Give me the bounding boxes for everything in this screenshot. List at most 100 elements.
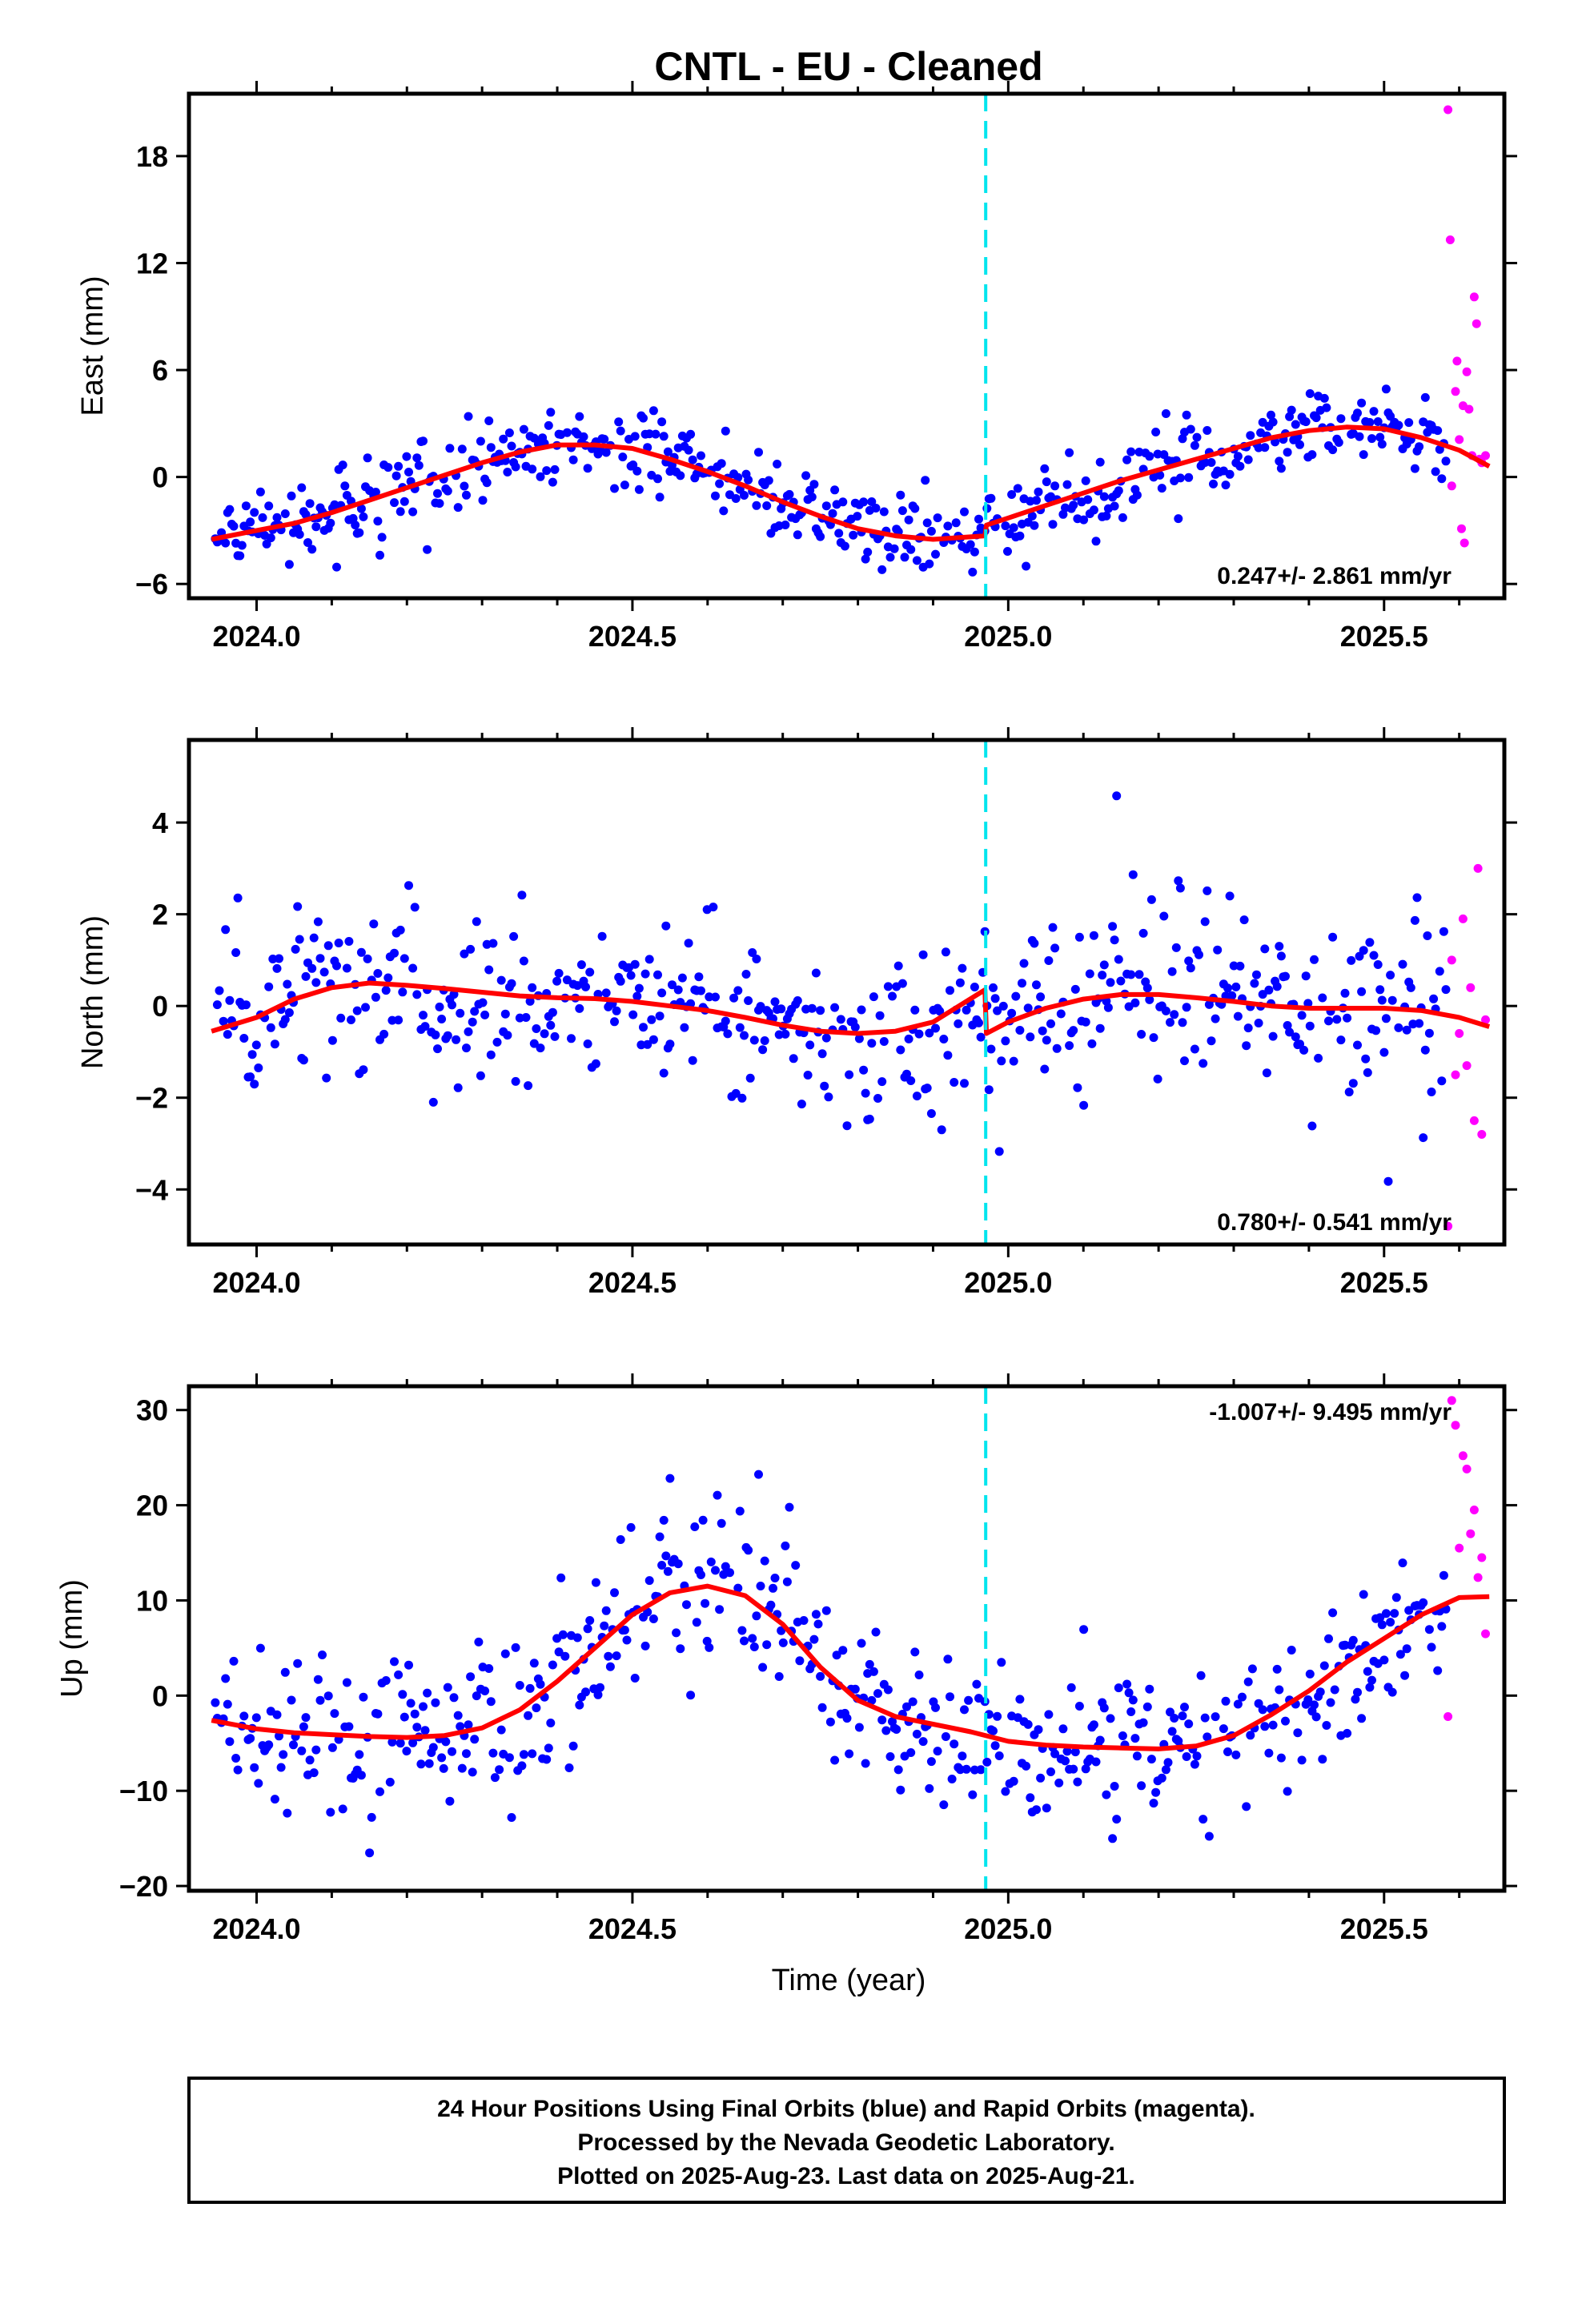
north-final-point bbox=[842, 1121, 852, 1131]
east-final-point bbox=[511, 462, 520, 472]
north-final-point bbox=[332, 961, 341, 971]
north-final-point bbox=[576, 960, 586, 970]
east-final-point bbox=[575, 412, 584, 421]
north-rapid-point bbox=[1466, 983, 1476, 992]
north-final-point bbox=[748, 948, 757, 957]
up-final-point bbox=[993, 1711, 1002, 1721]
up-final-point bbox=[330, 1709, 339, 1719]
up-final-point bbox=[861, 1759, 870, 1768]
east-final-point bbox=[809, 480, 819, 489]
north-final-point bbox=[1019, 959, 1029, 968]
north-final-point bbox=[478, 998, 488, 1007]
east-final-point bbox=[311, 522, 321, 532]
east-plot-frame bbox=[187, 91, 1507, 601]
north-final-point bbox=[797, 1100, 806, 1109]
north-final-point bbox=[657, 988, 667, 998]
north-final-point bbox=[1365, 938, 1375, 947]
east-final-point bbox=[1305, 389, 1315, 398]
up-final-point bbox=[1073, 1777, 1082, 1787]
up-final-point bbox=[1022, 1761, 1031, 1771]
east-final-point bbox=[1161, 409, 1170, 418]
east-final-point bbox=[1334, 438, 1343, 447]
up-final-point bbox=[881, 1726, 891, 1735]
east-final-point bbox=[1268, 417, 1278, 427]
up-x-tick-label: 2024.5 bbox=[588, 1912, 677, 1945]
up-final-point bbox=[781, 1541, 790, 1550]
up-final-point bbox=[698, 1515, 708, 1525]
up-final-point bbox=[1184, 1719, 1194, 1729]
up-final-point bbox=[754, 1470, 763, 1479]
north-final-point bbox=[562, 975, 572, 985]
north-final-point bbox=[1204, 999, 1214, 1009]
up-final-point bbox=[1377, 1620, 1387, 1630]
north-final-point bbox=[1171, 943, 1181, 952]
up-final-point bbox=[548, 1660, 557, 1670]
east-final-point bbox=[1009, 523, 1018, 533]
north-rapid-point bbox=[1447, 955, 1456, 965]
north-final-point bbox=[361, 1003, 370, 1012]
up-final-point bbox=[740, 1636, 749, 1646]
north-final-point bbox=[396, 925, 405, 935]
north-final-point bbox=[673, 985, 683, 995]
north-final-point bbox=[1015, 1026, 1025, 1035]
north-final-point bbox=[877, 1077, 887, 1087]
north-final-point bbox=[918, 950, 928, 959]
up-final-point bbox=[705, 1642, 714, 1652]
east-final-point bbox=[373, 517, 383, 526]
east-final-point bbox=[457, 444, 467, 454]
east-final-point bbox=[1118, 513, 1127, 522]
east-final-point bbox=[528, 464, 537, 474]
north-final-point bbox=[532, 1024, 541, 1033]
north-final-point bbox=[528, 983, 537, 992]
up-final-point bbox=[406, 1699, 416, 1708]
east-final-point bbox=[871, 504, 881, 513]
up-final-point bbox=[1387, 1687, 1397, 1697]
east-final-point bbox=[1209, 479, 1218, 489]
north-final-point bbox=[241, 1000, 251, 1010]
east-final-point bbox=[351, 521, 360, 530]
north-final-point bbox=[960, 1079, 969, 1088]
north-final-point bbox=[665, 1039, 675, 1049]
north-final-point bbox=[1026, 1032, 1035, 1042]
north-final-point bbox=[359, 1065, 368, 1075]
up-final-point bbox=[896, 1785, 905, 1795]
north-final-point bbox=[311, 978, 321, 987]
north-final-point bbox=[616, 976, 625, 986]
up-y-tick-label: −10 bbox=[119, 1775, 168, 1807]
east-rapid-point bbox=[1469, 292, 1479, 302]
up-final-point bbox=[735, 1506, 745, 1516]
up-final-point bbox=[1112, 1815, 1122, 1824]
north-final-point bbox=[219, 1016, 228, 1026]
up-final-point bbox=[648, 1614, 658, 1623]
east-final-point bbox=[1102, 511, 1111, 521]
north-final-point bbox=[744, 996, 753, 1005]
north-final-point bbox=[327, 1035, 337, 1045]
north-final-point bbox=[1373, 960, 1383, 969]
north-final-point bbox=[1106, 978, 1115, 987]
north-final-point bbox=[1211, 1014, 1220, 1023]
north-final-point bbox=[1089, 931, 1098, 940]
north-final-point bbox=[821, 1033, 831, 1043]
north-final-point bbox=[1138, 928, 1148, 938]
north-final-point bbox=[456, 1008, 465, 1018]
up-final-point bbox=[1042, 1803, 1051, 1813]
north-final-point bbox=[1108, 922, 1118, 931]
up-final-point bbox=[1062, 1747, 1072, 1756]
north-final-point bbox=[239, 1034, 249, 1043]
north-final-point bbox=[737, 1093, 747, 1103]
east-final-point bbox=[1433, 426, 1443, 436]
east-final-point bbox=[1375, 432, 1385, 442]
north-final-point bbox=[694, 972, 704, 982]
north-final-point bbox=[212, 1000, 222, 1010]
east-final-point bbox=[821, 501, 831, 511]
up-final-point bbox=[468, 1767, 477, 1777]
north-final-point bbox=[888, 991, 897, 1001]
north-final-point bbox=[816, 1006, 825, 1015]
east-final-point bbox=[1157, 484, 1166, 493]
north-final-point bbox=[1001, 1036, 1010, 1046]
east-final-point bbox=[1175, 473, 1185, 483]
up-final-point bbox=[1182, 1752, 1191, 1761]
east-final-point bbox=[1367, 434, 1376, 444]
east-final-point bbox=[867, 497, 877, 506]
up-final-point bbox=[811, 1610, 821, 1619]
